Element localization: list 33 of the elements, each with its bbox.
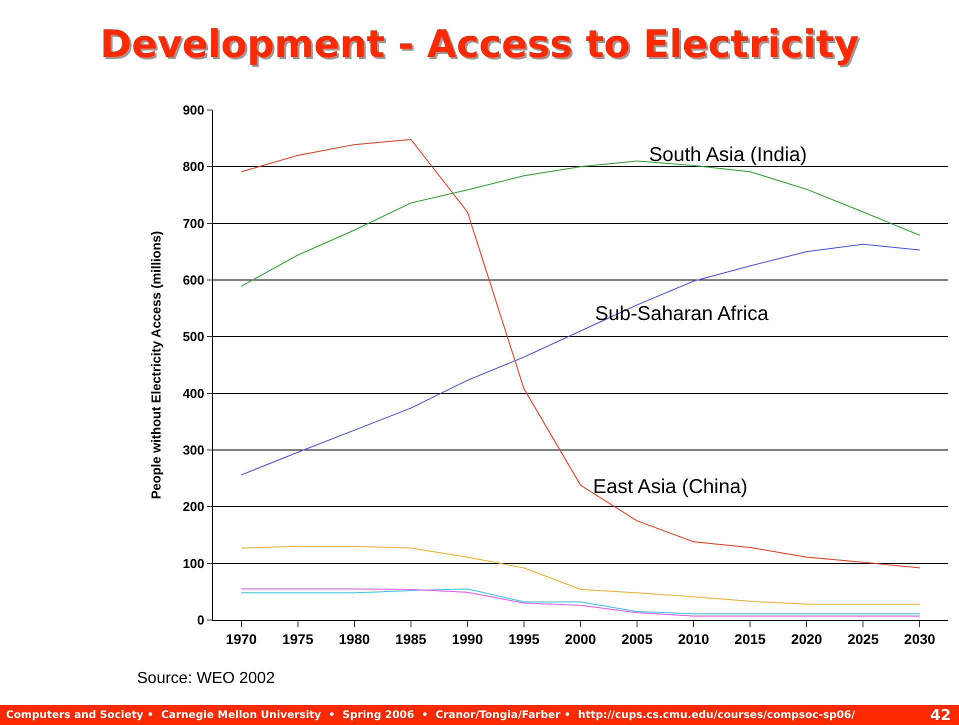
x-tick-label: 1990 xyxy=(452,630,484,647)
y-tick-label: 200 xyxy=(182,499,204,514)
x-tick-label: 2025 xyxy=(848,630,879,647)
source-note: Source: WEO 2002 xyxy=(137,670,275,688)
x-tick-label: 2000 xyxy=(564,630,596,647)
line-series xyxy=(240,244,920,476)
x-tick-label: 1985 xyxy=(395,630,427,647)
y-tick-label: 100 xyxy=(182,556,204,571)
y-tick-label: 900 xyxy=(182,102,204,118)
y-axis-title: People without Electricity Access (millions) xyxy=(148,230,164,500)
x-tick-label: 2010 xyxy=(678,630,710,647)
x-tick-label: 1970 xyxy=(226,630,258,647)
line-series xyxy=(240,138,920,568)
y-tick-label: 500 xyxy=(182,329,204,344)
x-tick-label: 2020 xyxy=(791,630,822,647)
series-label: South Asia (India) xyxy=(649,144,807,166)
y-tick-label: 400 xyxy=(182,386,204,401)
text: 42 xyxy=(930,706,951,724)
x-tick-label: 1980 xyxy=(338,630,370,647)
x-tick-label: 2030 xyxy=(904,630,936,647)
chart-title: Development - Access to Electricity xyxy=(99,22,860,66)
x-tick-label: 2005 xyxy=(621,630,653,647)
y-tick-label: 800 xyxy=(182,159,204,174)
y-tick-label: 600 xyxy=(182,272,204,288)
line-series xyxy=(240,546,920,605)
x-tick-label: 1995 xyxy=(508,630,540,647)
x-tick-label: 2015 xyxy=(734,630,766,647)
y-tick-label: 300 xyxy=(182,442,204,458)
text: Computers and Society • Carnegie Mellon University • Spring 2006 • Cranor/Tongia/Farber • http://cups.cs.cmu.edu/courses/compsoc-sp06/ xyxy=(6,709,856,721)
y-tick-label: 700 xyxy=(182,216,204,231)
y-tick-label: 0 xyxy=(197,612,204,628)
x-tick-label: 1975 xyxy=(282,630,314,647)
series-label: East Asia (China) xyxy=(593,476,748,498)
